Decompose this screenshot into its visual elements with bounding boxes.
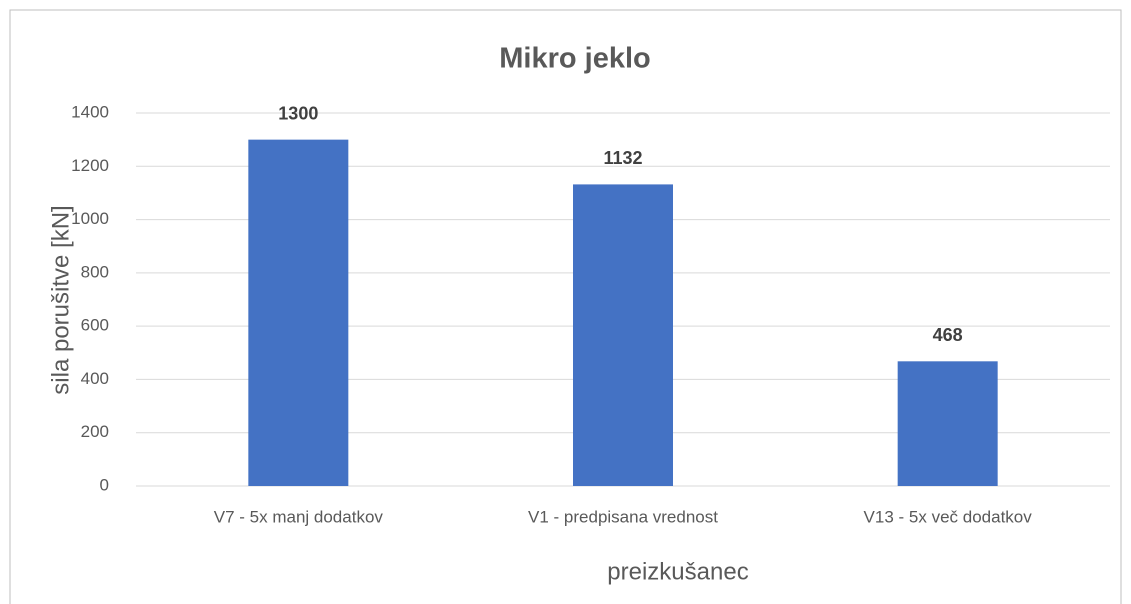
- y-tick-label: 600: [81, 316, 109, 335]
- x-tick-label: V1 - predpisana vrednost: [528, 507, 718, 526]
- y-tick-label: 800: [81, 262, 109, 281]
- y-axis-label: sila porušitve [kN]: [47, 205, 74, 394]
- y-tick-label: 1200: [71, 156, 109, 175]
- y-tick-label: 400: [81, 369, 109, 388]
- bar: [573, 184, 673, 486]
- y-tick-label: 0: [100, 475, 109, 494]
- chart-border: [9, 9, 1122, 604]
- bar: [248, 139, 349, 486]
- chart-title: Mikro jeklo: [499, 43, 651, 75]
- y-tick-label: 200: [81, 422, 109, 441]
- data-label: 468: [933, 325, 963, 345]
- y-tick-label: 1400: [71, 102, 109, 121]
- bar: [897, 361, 998, 486]
- x-tick-label: V7 - 5x manj dodatkov: [214, 507, 384, 526]
- x-tick-label: V13 - 5x več dodatkov: [864, 507, 1033, 526]
- y-tick-label: 1000: [71, 209, 109, 228]
- x-axis-label: preizkušanec: [607, 558, 748, 585]
- data-label: 1300: [278, 103, 318, 123]
- data-label: 1132: [603, 148, 642, 168]
